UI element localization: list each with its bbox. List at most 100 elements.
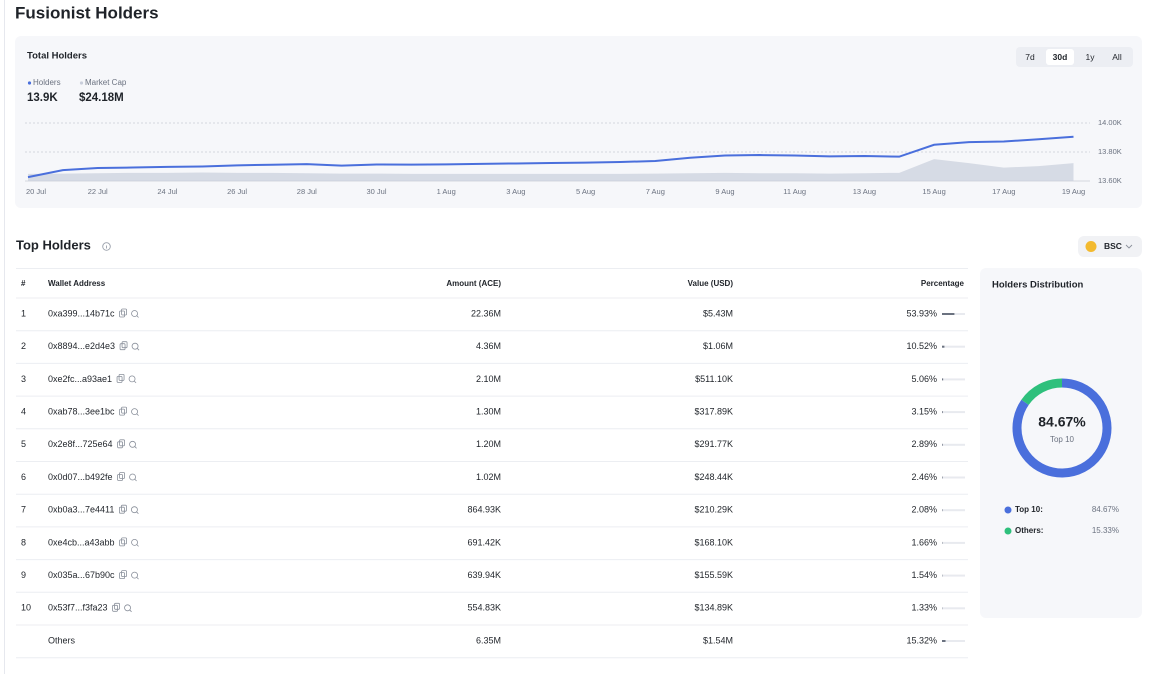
rank: 3	[21, 374, 26, 384]
copy-icon[interactable]	[119, 572, 125, 579]
percentage: 1.54%	[911, 570, 937, 580]
legend-dot	[27, 81, 32, 85]
copy-icon-back	[121, 406, 127, 414]
column-header: Value (USD)	[688, 279, 734, 288]
search-icon[interactable]	[129, 440, 136, 448]
copy-icon[interactable]	[116, 375, 123, 383]
x-tick-label: 11 Aug	[783, 187, 806, 196]
search-icon-handle	[134, 446, 137, 449]
rank: 5	[21, 439, 26, 449]
percentage-bar	[942, 443, 943, 446]
copy-icon[interactable]	[119, 343, 126, 351]
wallet-address[interactable]: 0xb0a3...7e4411	[48, 505, 114, 515]
search-icon[interactable]	[131, 506, 138, 514]
search-icon-handle	[136, 315, 139, 318]
wallet-address[interactable]: 0x035a...67b90c	[48, 570, 115, 580]
search-icon[interactable]	[131, 571, 138, 579]
percentage-track	[942, 345, 965, 348]
column-header: #	[21, 279, 26, 288]
legend-dot	[1004, 506, 1012, 514]
search-icon[interactable]	[128, 375, 136, 383]
donut-center-label: Top 10	[1050, 435, 1075, 444]
column-header: Amount (ACE)	[446, 279, 501, 288]
value-usd: $210.29K	[694, 505, 733, 515]
copy-icon[interactable]	[119, 506, 125, 514]
copy-icon-back	[119, 472, 125, 479]
copy-icon-back	[118, 373, 125, 381]
wallet-address[interactable]: 0xa399...14b71c	[48, 308, 115, 318]
column-header: Wallet Address	[48, 279, 106, 288]
search-icon[interactable]	[131, 539, 138, 546]
search-icon[interactable]	[131, 310, 138, 317]
copy-icon-back	[121, 308, 127, 316]
chain-button[interactable]	[1078, 236, 1142, 257]
legend-dot	[1004, 527, 1012, 535]
value-usd: $291.77K	[694, 439, 733, 449]
copy-icon[interactable]	[119, 539, 125, 547]
value-usd: $155.59K	[694, 570, 733, 580]
wallet-address[interactable]: 0xe2fc...a93ae1	[48, 374, 112, 384]
rank: 7	[21, 505, 26, 515]
column-header: Percentage	[921, 279, 965, 288]
wallet-address[interactable]: 0x0d07...b492fe	[48, 472, 113, 482]
x-tick-label: 1 Aug	[437, 187, 456, 196]
wallet-address[interactable]: 0x2e8f...725e64	[48, 439, 113, 449]
percentage-track	[942, 509, 965, 512]
percentage-track	[942, 541, 965, 544]
holders-card	[15, 36, 1142, 208]
legend-value: 84.67%	[1092, 505, 1119, 514]
range-button[interactable]: All	[1112, 52, 1122, 62]
percentage: 53.93%	[906, 308, 937, 318]
search-icon-handle	[134, 478, 137, 482]
amount: 864.93K	[467, 505, 501, 515]
x-tick-label: 19 Aug	[1062, 187, 1085, 196]
copy-icon[interactable]	[119, 408, 125, 416]
search-icon[interactable]	[129, 473, 136, 481]
legend-value: $24.18M	[79, 92, 124, 104]
search-icon[interactable]	[131, 408, 138, 416]
percentage-bar	[942, 378, 944, 381]
range-button[interactable]: 7d	[1025, 52, 1035, 62]
search-icon-handle	[129, 609, 132, 613]
rank: 6	[21, 472, 26, 482]
donut-segment	[1012, 378, 1112, 478]
search-icon[interactable]	[124, 604, 131, 612]
percentage-track	[942, 378, 965, 381]
copy-icon[interactable]	[119, 310, 125, 318]
wallet-address[interactable]: 0xe4cb...a43abb	[48, 537, 115, 547]
info-icon[interactable]	[102, 242, 111, 251]
x-tick-label: 5 Aug	[576, 187, 595, 196]
range-selector	[1016, 47, 1133, 67]
copy-icon[interactable]	[112, 604, 118, 612]
x-tick-label: 13 Aug	[853, 187, 876, 196]
wallet-address[interactable]: 0x53f7...f3fa23	[48, 603, 108, 613]
percentage: 5.06%	[911, 374, 937, 384]
copy-icon-back	[121, 570, 127, 577]
legend-name: Market Cap	[85, 78, 127, 87]
amount: 1.30M	[476, 406, 501, 416]
card-title: Total Holders	[27, 51, 87, 62]
search-icon[interactable]	[131, 342, 139, 350]
y-tick-label: 14.00K	[1098, 118, 1122, 127]
wallet-address[interactable]: 0xab78...3ee1bc	[48, 406, 115, 416]
wallet-address: Others	[48, 635, 76, 645]
value-usd: $134.89K	[694, 603, 733, 613]
x-tick-label: 20 Jul	[26, 187, 46, 196]
range-button[interactable]: 30d	[1053, 52, 1068, 62]
value-usd: $511.10K	[695, 374, 733, 384]
copy-icon-back	[121, 504, 127, 512]
wallet-address[interactable]: 0x8894...e2d4e3	[48, 341, 115, 351]
x-tick-label: 24 Jul	[157, 187, 177, 196]
amount: 1.20M	[476, 439, 501, 449]
chain-icon	[1085, 241, 1097, 252]
range-button-active[interactable]	[1046, 49, 1074, 65]
donut-segment	[1021, 378, 1063, 406]
copy-icon[interactable]	[117, 441, 123, 449]
copy-icon[interactable]	[117, 474, 123, 481]
percentage: 2.08%	[911, 505, 937, 515]
legend-name: Top 10:	[1015, 505, 1043, 514]
legend-name: Holders	[33, 78, 61, 87]
range-button[interactable]: 1y	[1086, 52, 1096, 62]
